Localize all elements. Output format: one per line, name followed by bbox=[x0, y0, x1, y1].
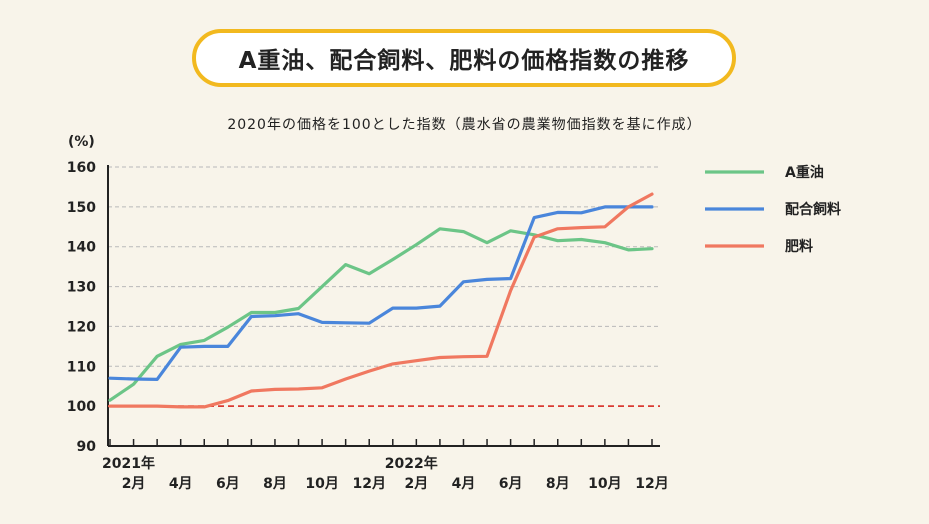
x-tick-label: 12月 bbox=[352, 476, 385, 492]
x-tick-label: 4月 bbox=[169, 476, 193, 492]
y-tick-label: 140 bbox=[67, 240, 96, 256]
x-tick-label: 10月 bbox=[305, 476, 338, 492]
legend-label: A重油 bbox=[785, 164, 824, 181]
chart-subtitle: 2020年の価格を100とした指数（農水省の農業物価指数を基に作成） bbox=[227, 117, 702, 133]
series-line-2 bbox=[108, 205, 654, 381]
y-tick-label: 110 bbox=[67, 359, 96, 375]
x-tick-label: 6月 bbox=[499, 476, 523, 492]
x-tick-label: 10月 bbox=[588, 476, 621, 492]
series-line-1 bbox=[108, 227, 654, 402]
x-tick-label: 2月 bbox=[122, 476, 146, 492]
x-tick-label: 8月 bbox=[546, 476, 570, 492]
x-tick-label: 2月 bbox=[404, 476, 428, 492]
x-tick-label: 8月 bbox=[263, 476, 287, 492]
legend-label: 肥料 bbox=[785, 238, 813, 255]
y-tick-label: 120 bbox=[67, 319, 96, 335]
chart-title-box: A重油、配合飼料、肥料の価格指数の推移 bbox=[192, 29, 736, 87]
x-tick-label: 6月 bbox=[216, 476, 240, 492]
x-tick-label: 12月 bbox=[635, 476, 668, 492]
y-tick-label: 90 bbox=[77, 439, 97, 455]
series-line-3 bbox=[108, 192, 654, 409]
legend-label: 配合飼料 bbox=[785, 201, 841, 218]
x-tick-label: 4月 bbox=[452, 476, 476, 492]
y-tick-label: 160 bbox=[67, 160, 96, 176]
y-tick-label: 150 bbox=[67, 200, 96, 216]
y-tick-label: 100 bbox=[67, 399, 96, 415]
y-tick-label: 130 bbox=[67, 280, 96, 296]
x-year-label: 2022年 bbox=[385, 455, 438, 472]
y-axis-unit: (%) bbox=[68, 134, 95, 150]
chart-title: A重油、配合飼料、肥料の価格指数の推移 bbox=[238, 48, 690, 74]
x-year-label: 2021年 bbox=[102, 455, 155, 472]
